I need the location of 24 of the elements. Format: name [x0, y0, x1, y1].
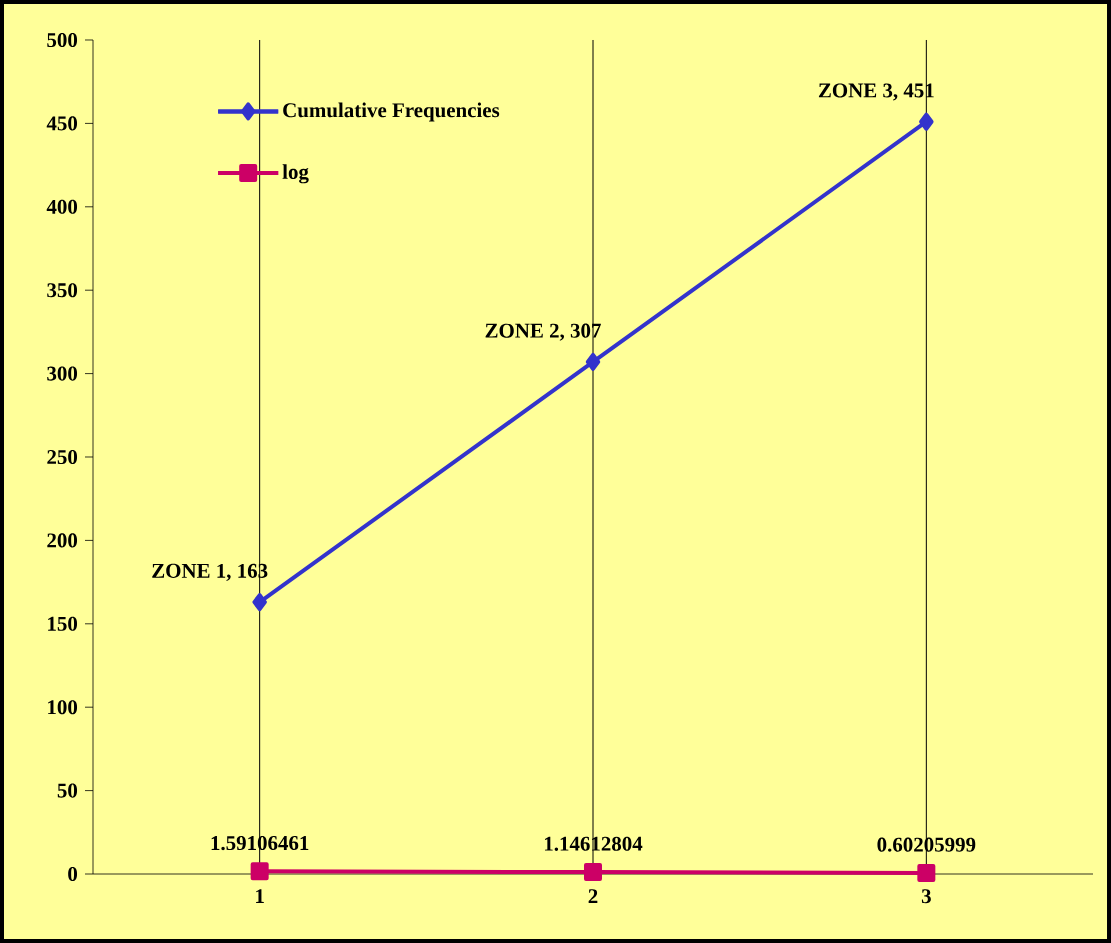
y-tick-label: 500	[47, 32, 78, 48]
y-tick-label: 0	[68, 866, 78, 882]
x-tick-label: 3	[921, 889, 931, 904]
legend-label: log	[282, 164, 309, 184]
y-tick-label: 300	[47, 366, 78, 381]
y-tick-label: 400	[46, 199, 78, 214]
y-tick-label: 200	[47, 533, 78, 548]
y-tick-label: 350	[47, 283, 78, 298]
y-tick-label: 150	[48, 616, 78, 631]
y-tick-label: 450	[46, 116, 78, 131]
y-tick-label: 100	[48, 700, 78, 715]
point	[919, 112, 934, 131]
point	[584, 863, 602, 882]
data-label: ZONE 2, 307	[485, 323, 601, 341]
y-tick-label: 50	[57, 783, 78, 798]
x-tick-label: 1	[256, 889, 264, 903]
x-tick-label: 2	[588, 889, 598, 904]
y-tick-label: 250	[47, 449, 78, 465]
point	[250, 862, 269, 881]
point	[585, 352, 601, 371]
point	[917, 864, 936, 882]
legend-label: Cumulative Frequencies	[283, 102, 500, 122]
data-label: 1.14612804	[544, 836, 643, 851]
point	[252, 593, 267, 612]
